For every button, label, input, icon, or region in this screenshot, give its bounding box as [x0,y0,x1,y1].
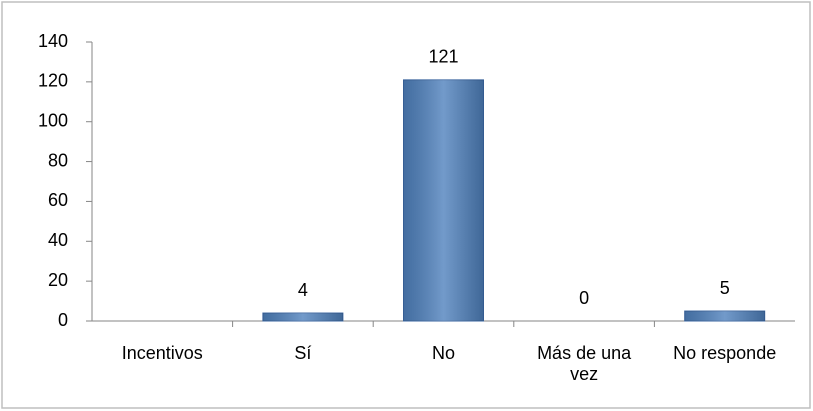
data-label: 4 [298,280,308,300]
y-tick-label: 100 [38,110,68,130]
bar-shine [684,311,765,321]
bar-shine [262,313,343,321]
bar-shine [403,79,484,321]
y-tick-label: 0 [58,310,68,330]
y-tick-label: 120 [38,71,68,91]
x-tick-label: No responde [673,343,777,363]
y-tick-label: 60 [48,190,68,210]
y-tick-label: 80 [48,150,68,170]
y-tick-label: 140 [38,31,68,51]
data-label: 121 [428,47,458,67]
x-tick-label: Sí [294,343,312,363]
x-tick-label: Más de una vez [537,343,632,384]
x-tick-label: Incentivos [121,343,203,363]
data-label: 0 [579,288,589,308]
y-tick-label: 40 [48,230,68,250]
x-tick-label: No [431,343,455,363]
y-tick-label: 20 [48,270,68,290]
data-label: 5 [720,278,730,298]
